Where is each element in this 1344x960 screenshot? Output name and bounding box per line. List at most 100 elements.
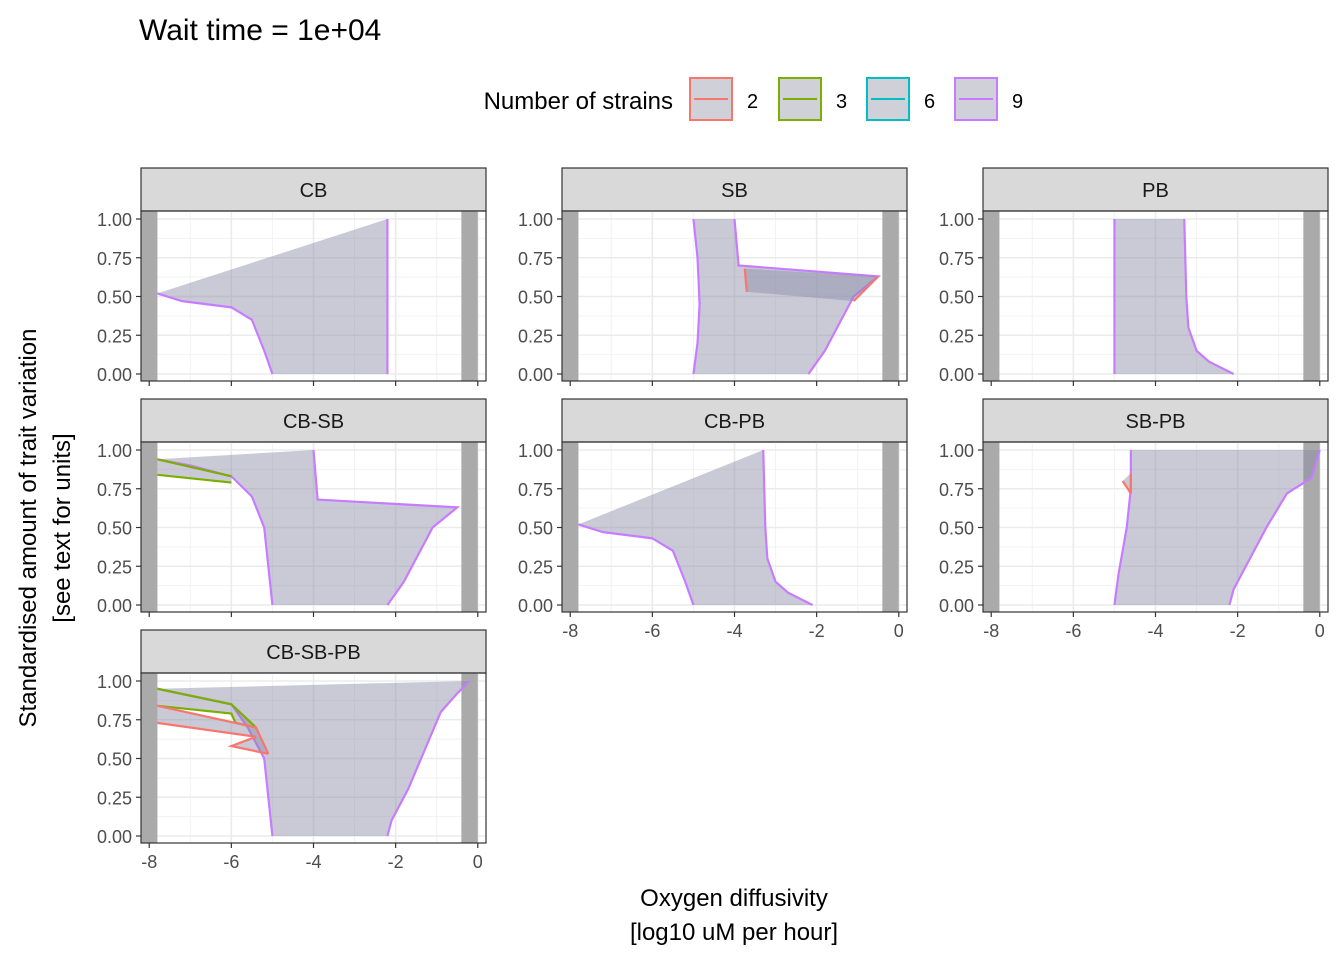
y-tick-label: 0.50 <box>939 288 974 308</box>
region-fill-9 <box>1114 219 1234 374</box>
region-right-edge-9 <box>386 680 471 837</box>
reference-band <box>141 211 158 381</box>
x-tick-label: -2 <box>809 621 825 641</box>
reference-band <box>983 442 1000 612</box>
region-left-edge-9 <box>157 458 274 606</box>
x-tick-label: -2 <box>388 852 404 872</box>
region-fill-2 <box>744 268 879 302</box>
y-tick-label: 1.00 <box>939 441 974 461</box>
region-left-edge-9 <box>692 218 701 375</box>
legend: Number of strains 2 3 6 9 <box>484 77 1023 121</box>
region-fill-9 <box>157 450 458 605</box>
region-right-edge-2 <box>852 275 880 302</box>
x-tick-label: 0 <box>473 852 483 872</box>
x-tick-label: -8 <box>141 852 157 872</box>
y-tick-label: 0.25 <box>97 326 132 346</box>
region-left-edge-2 <box>1121 480 1132 495</box>
x-axis-title: Oxygen diffusivity [log10 uM per hour] <box>630 885 838 946</box>
y-tick-label: 0.00 <box>97 827 132 847</box>
y-tick-label: 0.00 <box>939 596 974 616</box>
y-tick-label: 1.00 <box>518 210 553 230</box>
legend-key-9: 9 <box>954 77 1023 121</box>
y-tick-label: 1.00 <box>518 441 553 461</box>
y-tick-label: 0.00 <box>97 596 132 616</box>
region-left-edge-2 <box>157 721 269 755</box>
reference-band <box>461 211 478 381</box>
legend-label: 3 <box>836 91 847 113</box>
region-fill-3 <box>157 688 256 728</box>
reference-band <box>882 442 899 612</box>
facet-strip-label: SB-PB <box>1125 411 1185 433</box>
region-right-edge-9 <box>733 218 882 375</box>
reference-band <box>461 673 478 843</box>
legend-key-3: 3 <box>778 77 847 121</box>
region-left-edge-3 <box>157 473 232 484</box>
region-fill-9 <box>578 450 813 605</box>
facet-strip <box>140 167 487 212</box>
x-tick-label: -2 <box>1230 621 1246 641</box>
region-right-edge-3 <box>157 458 232 478</box>
y-tick-label: 0.50 <box>518 288 553 308</box>
chart-title: Wait time = 1e+04 <box>139 14 381 47</box>
facet-SB-PB: SB-PB 0.00 0.25 0.50 0.75 1.00 -8 -6 -4 -2 0 <box>939 398 1329 641</box>
y-tick-label: 0.00 <box>518 596 553 616</box>
reference-band <box>141 673 158 843</box>
facet-PB: PB 0.00 0.25 0.50 0.75 1.00 <box>939 167 1329 386</box>
y-axis-title-line2: [see text for units] <box>49 433 76 622</box>
region-right-edge-9 <box>1183 218 1235 375</box>
y-tick-label: 0.75 <box>97 711 132 731</box>
y-tick-label: 0.50 <box>97 750 132 770</box>
region-left-edge-2 <box>743 268 748 292</box>
y-tick-label: 1.00 <box>939 210 974 230</box>
region-right-edge-9 <box>312 449 461 606</box>
y-tick-label: 1.00 <box>97 672 132 692</box>
y-tick-label: 0.75 <box>97 249 132 269</box>
facet-strip <box>561 167 908 212</box>
region-fill-9 <box>157 681 470 836</box>
legend-key-6: 6 <box>866 77 935 121</box>
y-tick-label: 0.75 <box>518 249 553 269</box>
facet-strip <box>140 629 487 674</box>
y-tick-label: 0.50 <box>939 519 974 539</box>
facet-CB: CB 0.00 0.25 0.50 0.75 1.00 <box>97 167 487 386</box>
x-tick-label: -4 <box>726 621 742 641</box>
legend-label: 9 <box>1012 91 1023 113</box>
y-tick-label: 0.25 <box>97 788 132 808</box>
y-tick-label: 0.25 <box>518 557 553 577</box>
y-tick-label: 0.25 <box>939 326 974 346</box>
region-fill-9 <box>1114 450 1320 605</box>
region-left-edge-9 <box>157 292 274 375</box>
y-tick-label: 0.25 <box>97 557 132 577</box>
y-tick-label: 0.75 <box>939 249 974 269</box>
facet-SB: SB 0.00 0.25 0.50 0.75 1.00 <box>518 167 908 386</box>
reference-band <box>461 442 478 612</box>
x-tick-label: -8 <box>562 621 578 641</box>
facet-strip-label: SB <box>721 180 748 202</box>
x-tick-label: -6 <box>1065 621 1081 641</box>
facet-strip-label: CB-PB <box>704 411 765 433</box>
x-tick-label: -8 <box>983 621 999 641</box>
x-tick-label: -4 <box>1147 621 1163 641</box>
reference-band <box>562 442 579 612</box>
reference-band <box>1303 211 1320 381</box>
region-right-edge-9 <box>1228 449 1321 606</box>
x-tick-label: -6 <box>223 852 239 872</box>
y-tick-label: 0.00 <box>939 365 974 385</box>
region-right-edge-3 <box>157 687 257 729</box>
reference-band <box>983 211 1000 381</box>
y-axis-title: Standardised amount of trait variation [… <box>15 329 76 728</box>
y-tick-label: 0.00 <box>97 365 132 385</box>
facet-CB-PB: CB-PB 0.00 0.25 0.50 0.75 1.00 -8 -6 -4 -2 0 <box>518 398 908 641</box>
y-tick-label: 0.75 <box>939 480 974 500</box>
facet-strip <box>982 167 1329 212</box>
y-axis-title-line1: Standardised amount of trait variation <box>15 329 42 728</box>
facet-CB-SB-PB: CB-SB-PB 0.00 0.25 0.50 0.75 1.00 -8 -6 -4 -2 0 <box>97 629 487 872</box>
y-tick-label: 1.00 <box>97 210 132 230</box>
facet-strip-label: CB-SB-PB <box>266 642 360 664</box>
facet-strip <box>140 398 487 443</box>
legend-label: 2 <box>747 91 758 113</box>
facet-strip-label: CB-SB <box>283 411 344 433</box>
x-tick-label: 0 <box>1315 621 1325 641</box>
x-tick-label: -4 <box>305 852 321 872</box>
